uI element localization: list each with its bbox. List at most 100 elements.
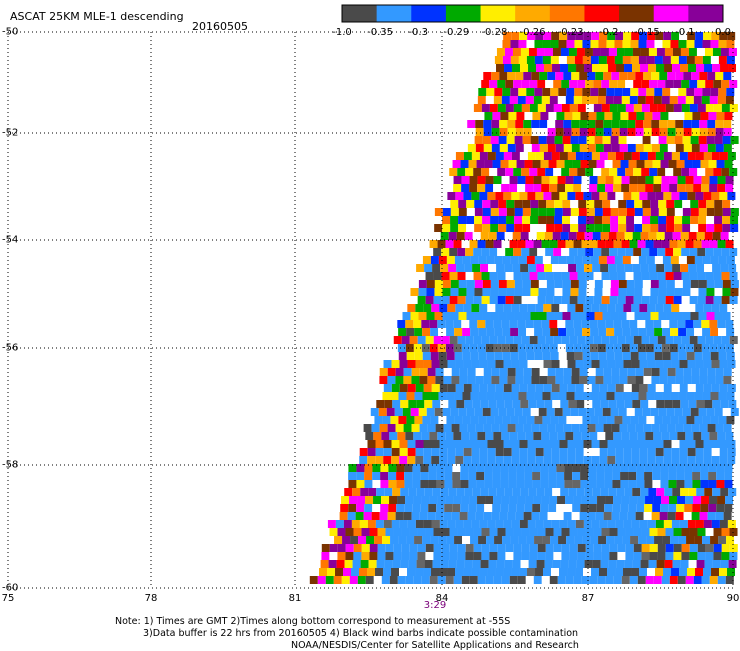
data-cell	[586, 200, 595, 208]
data-cell	[598, 40, 607, 48]
data-cell	[502, 328, 511, 336]
data-cell	[546, 408, 555, 416]
data-cell	[655, 568, 664, 576]
data-cell	[532, 504, 541, 512]
data-cell	[348, 464, 357, 472]
data-cell	[706, 312, 715, 320]
data-cell	[582, 40, 591, 48]
data-cell	[566, 256, 575, 264]
data-cell	[637, 240, 646, 248]
data-cell	[714, 216, 723, 224]
data-cell	[726, 328, 735, 336]
data-cell	[695, 360, 704, 368]
data-cell	[646, 40, 655, 48]
data-cell	[487, 192, 496, 200]
data-cell	[430, 536, 439, 544]
data-cell	[728, 400, 737, 408]
data-cell	[469, 176, 478, 184]
data-cell	[668, 464, 677, 472]
data-cell	[574, 88, 583, 96]
data-cell	[486, 392, 495, 400]
data-cell	[365, 576, 374, 584]
data-cell	[518, 392, 527, 400]
data-cell	[622, 88, 631, 96]
data-cell	[455, 152, 464, 160]
data-cell	[670, 56, 679, 64]
data-cell	[494, 392, 503, 400]
data-cell	[721, 104, 730, 112]
data-cell	[507, 72, 516, 80]
data-cell	[528, 48, 537, 56]
data-cell	[681, 248, 690, 256]
data-cell	[687, 192, 696, 200]
data-cell	[506, 200, 515, 208]
data-cell	[591, 32, 600, 40]
data-cell	[501, 344, 510, 352]
data-cell	[574, 40, 583, 48]
data-cell	[446, 416, 455, 424]
data-cell	[376, 400, 385, 408]
data-cell	[668, 112, 677, 120]
data-cell	[498, 280, 507, 288]
data-cell	[440, 400, 449, 408]
data-cell	[468, 472, 477, 480]
data-cell	[479, 304, 488, 312]
data-cell	[614, 352, 623, 360]
data-cell	[583, 456, 592, 464]
data-cell	[530, 408, 539, 416]
data-cell	[625, 168, 634, 176]
data-cell	[712, 64, 721, 72]
data-cell	[633, 336, 642, 344]
data-cell	[603, 512, 612, 520]
data-cell	[585, 336, 594, 344]
data-cell	[511, 152, 520, 160]
data-cell	[454, 352, 463, 360]
data-cell	[479, 192, 488, 200]
data-cell	[471, 304, 480, 312]
data-cell	[715, 72, 724, 80]
data-cell	[629, 432, 638, 440]
data-cell	[569, 104, 578, 112]
data-cell	[725, 432, 734, 440]
data-cell	[644, 480, 653, 488]
data-cell	[444, 480, 453, 488]
data-cell	[671, 192, 680, 200]
data-cell	[337, 552, 346, 560]
data-cell	[721, 272, 730, 280]
data-cell	[567, 456, 576, 464]
data-cell	[601, 552, 610, 560]
data-cell	[669, 344, 678, 352]
data-cell	[446, 536, 455, 544]
data-cell	[722, 224, 731, 232]
data-cell	[552, 560, 561, 568]
data-cell	[491, 376, 500, 384]
data-cell	[396, 464, 405, 472]
data-cell	[717, 320, 726, 328]
data-cell	[718, 392, 727, 400]
data-cell	[430, 392, 439, 400]
data-cell	[659, 120, 668, 128]
data-cell	[681, 168, 690, 176]
data-cell	[547, 144, 556, 152]
data-cell	[577, 168, 586, 176]
data-cell	[566, 328, 575, 336]
data-cell	[498, 408, 507, 416]
data-cell	[486, 256, 495, 264]
data-cell	[699, 424, 708, 432]
data-cell	[671, 384, 680, 392]
data-cell	[577, 528, 586, 536]
data-cell	[551, 440, 560, 448]
data-cell	[604, 160, 613, 168]
data-cell	[499, 128, 508, 136]
data-cell	[675, 424, 684, 432]
data-cell	[419, 424, 428, 432]
data-cell	[358, 536, 367, 544]
data-cell	[378, 408, 387, 416]
data-cell	[425, 296, 434, 304]
data-cell	[670, 88, 679, 96]
data-cell	[643, 128, 652, 136]
data-cell	[669, 96, 678, 104]
data-cell	[719, 440, 728, 448]
data-cell	[694, 88, 703, 96]
data-cell	[468, 464, 477, 472]
